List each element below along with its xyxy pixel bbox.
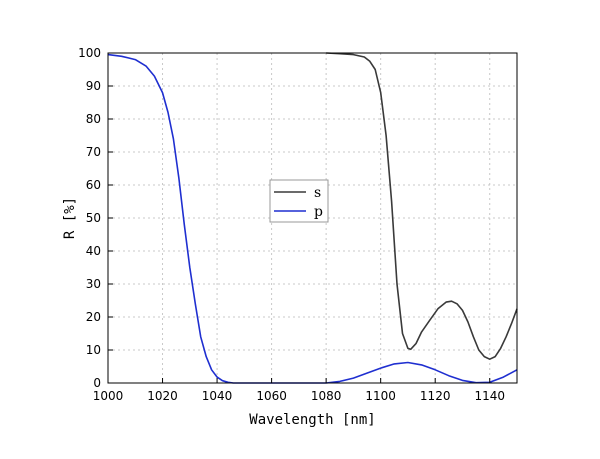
- x-tick-label: 1080: [311, 389, 342, 403]
- x-axis-label: Wavelength [nm]: [249, 412, 375, 428]
- y-tick-label: 20: [86, 310, 101, 324]
- legend-label-s: s: [314, 185, 321, 201]
- x-tick-label: 1000: [93, 389, 124, 403]
- y-tick-label: 10: [86, 343, 101, 357]
- y-tick-label: 0: [93, 376, 101, 390]
- y-tick-label: 40: [86, 244, 101, 258]
- x-tick-label: 1140: [474, 389, 505, 403]
- x-tick-label: 1040: [202, 389, 233, 403]
- legend-box: [269, 179, 329, 223]
- x-tick-label: 1060: [256, 389, 287, 403]
- y-axis-label: R [%]: [62, 197, 78, 239]
- y-tick-label: 50: [86, 211, 101, 225]
- series-line-p: [107, 53, 518, 384]
- legend-label-p: p: [314, 204, 323, 220]
- legend: sp: [269, 179, 329, 223]
- axis-ticks: 1000 1020 1040 1060 1080 1100 1120 114001020304…: [78, 46, 505, 403]
- x-tick-label: 1120: [420, 389, 451, 403]
- y-tick-label: 100: [78, 46, 101, 60]
- series-line-s: [326, 52, 518, 360]
- series-layer: [107, 52, 518, 384]
- y-tick-label: 30: [86, 277, 101, 291]
- x-tick-label: 1100: [365, 389, 396, 403]
- y-tick-label: 70: [86, 145, 101, 159]
- y-tick-label: 60: [86, 178, 101, 192]
- x-tick-label: 1020: [147, 389, 178, 403]
- y-tick-label: 80: [86, 112, 101, 126]
- y-tick-label: 90: [86, 79, 101, 93]
